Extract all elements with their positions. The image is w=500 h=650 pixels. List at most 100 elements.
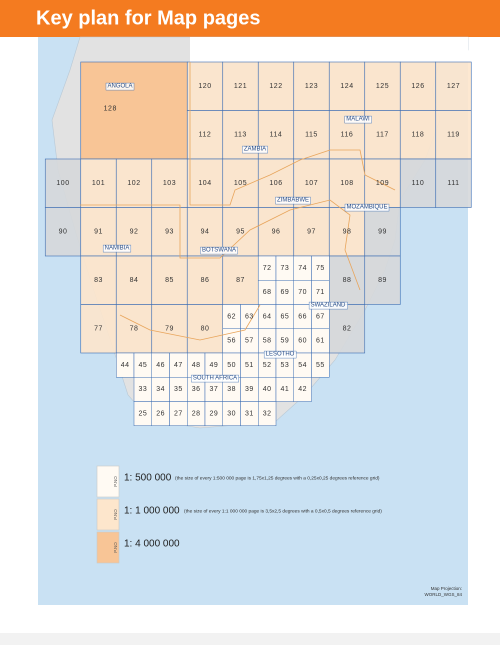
country-label: ZAMBIA xyxy=(244,147,266,153)
sheet-1m-label: 95 xyxy=(236,229,245,236)
legend-marker: P.NO xyxy=(113,542,118,553)
sheet-500k-label: 50 xyxy=(227,362,236,369)
sheet-500k-label: 67 xyxy=(316,313,325,320)
legend-swatch xyxy=(96,465,120,498)
sheet-1m-label: 97 xyxy=(307,229,316,236)
sheet-500k-label: 52 xyxy=(263,362,272,369)
sheet-500k-label: 26 xyxy=(156,410,165,417)
sheet-1m-label: 78 xyxy=(130,326,139,333)
border xyxy=(189,62,396,206)
sheet-500k-label: 71 xyxy=(316,289,325,296)
sheet-500k-label: 66 xyxy=(298,313,307,320)
sheet-1m xyxy=(257,61,295,111)
sheet-1m-label: 122 xyxy=(269,83,282,90)
sheet-1m-label: 92 xyxy=(130,229,139,236)
sheet-1m-label: 80 xyxy=(201,326,210,333)
country-label: BOTSWANA xyxy=(202,248,236,254)
sheet-1m-label: 93 xyxy=(165,229,174,236)
legend-note: (the size of every 1:500 000 page is 1,7… xyxy=(175,475,380,481)
sheet-1m-label: 120 xyxy=(198,83,211,90)
sheet-500k-label: 40 xyxy=(263,386,272,393)
sheet-500k-label: 39 xyxy=(245,386,254,393)
sheet-500k-label: 44 xyxy=(121,362,130,369)
sheet-1m xyxy=(435,61,472,111)
sheet-1m-label: 88 xyxy=(343,277,352,284)
sheet-1m xyxy=(115,255,153,305)
sheet-1m-label: 77 xyxy=(94,326,103,333)
country-box xyxy=(105,82,135,91)
legend: P.NO 1: 500 000 (the size of every 1:500 0… xyxy=(96,465,382,564)
sheet-1m xyxy=(257,207,295,257)
sheet-1m-label: 127 xyxy=(447,83,460,90)
sheet-500k-label: 36 xyxy=(192,386,201,393)
sheet-500k-label: 46 xyxy=(156,362,165,369)
sheet-1m xyxy=(222,61,259,111)
sheet-1m-label: 112 xyxy=(199,132,212,139)
projection-label: Map Projection: xyxy=(431,586,462,591)
sheet-500k-label: 72 xyxy=(263,265,272,272)
sheet-1m-label: 105 xyxy=(234,180,247,187)
sheet-1m-label: 119 xyxy=(447,132,460,139)
sheet-500k-label: 38 xyxy=(227,386,236,393)
country-box xyxy=(191,374,239,383)
sheet-500k-label: 55 xyxy=(316,362,325,369)
sheet-1m xyxy=(293,61,330,111)
title: Key plan for Map pages xyxy=(36,7,261,29)
sheet-1m xyxy=(115,304,153,354)
sheet-500k-label: 29 xyxy=(209,410,218,417)
country-label: SWAZILAND xyxy=(311,303,346,309)
sheet-1m xyxy=(186,158,224,208)
projection-value: WORLD_WGS_84 xyxy=(424,592,462,597)
sheet-labels: 128 120 121 122 123 124 125 126 127 112 113 114 115 1… xyxy=(56,82,460,417)
country-box xyxy=(242,145,268,154)
sheet-1m-label: 96 xyxy=(272,229,281,236)
sheet-500k-label: 57 xyxy=(245,338,254,345)
country-label: MOZAMBIQUE xyxy=(346,205,387,211)
sheet-1m xyxy=(364,158,401,208)
header-bar xyxy=(0,0,500,37)
sheet-1m xyxy=(151,207,188,257)
country-box xyxy=(344,115,372,124)
sheet-1m-label: 116 xyxy=(341,132,354,139)
sheet-500k-label: 58 xyxy=(263,338,272,345)
sheet-1m-label: 106 xyxy=(269,180,282,187)
country-box xyxy=(263,350,297,359)
sheet-1m-label: 113 xyxy=(234,132,247,139)
sheet-1m xyxy=(186,110,224,160)
country-label: ANGOLA xyxy=(107,84,132,90)
sheet-500k-label: 61 xyxy=(316,338,325,345)
northern-area xyxy=(190,37,468,62)
sheet-1m-label: 89 xyxy=(378,277,387,284)
country-label: MALAWI xyxy=(346,117,370,123)
sheet-1m xyxy=(435,110,472,160)
sheet-500k-label: 56 xyxy=(227,338,236,345)
sheet-500k-label: 33 xyxy=(138,386,147,393)
sheet-500k-label: 37 xyxy=(209,386,218,393)
sheet-500k-label: 27 xyxy=(174,410,183,417)
sheet-500k-label: 75 xyxy=(316,265,325,272)
sheet-500k-label: 30 xyxy=(227,410,236,417)
sheet-500k-label: 59 xyxy=(280,338,289,345)
sheet-1m-label: 121 xyxy=(234,83,247,90)
sheet-1m xyxy=(115,158,153,208)
sheet-1m xyxy=(399,158,437,208)
sheet-1m-label: 110 xyxy=(412,180,425,187)
sheet-1m-label: 87 xyxy=(236,277,245,284)
legend-swatch xyxy=(96,498,120,531)
sheet-1m-label: 111 xyxy=(447,180,459,187)
sheet-500k-label: 31 xyxy=(245,410,254,417)
sheet-1m xyxy=(399,110,437,160)
country-box xyxy=(200,246,238,255)
country-label: ZIMBABWE xyxy=(277,198,309,204)
sheet-1m-label: 84 xyxy=(130,277,139,284)
country-label: NAMIBIA xyxy=(105,246,130,252)
sheet-1m-label: 85 xyxy=(165,277,174,284)
sheet-500k-label: 47 xyxy=(174,362,183,369)
sheet-500k-label: 60 xyxy=(298,338,307,345)
sheet-1m-label: 124 xyxy=(340,83,353,90)
legend-marker: P.NO xyxy=(113,509,118,520)
sheet-1m xyxy=(80,255,117,305)
sheet-1m xyxy=(151,158,188,208)
legend-scale: 1: 4 000 000 xyxy=(124,539,180,550)
sheet-1m-label: 125 xyxy=(376,83,389,90)
